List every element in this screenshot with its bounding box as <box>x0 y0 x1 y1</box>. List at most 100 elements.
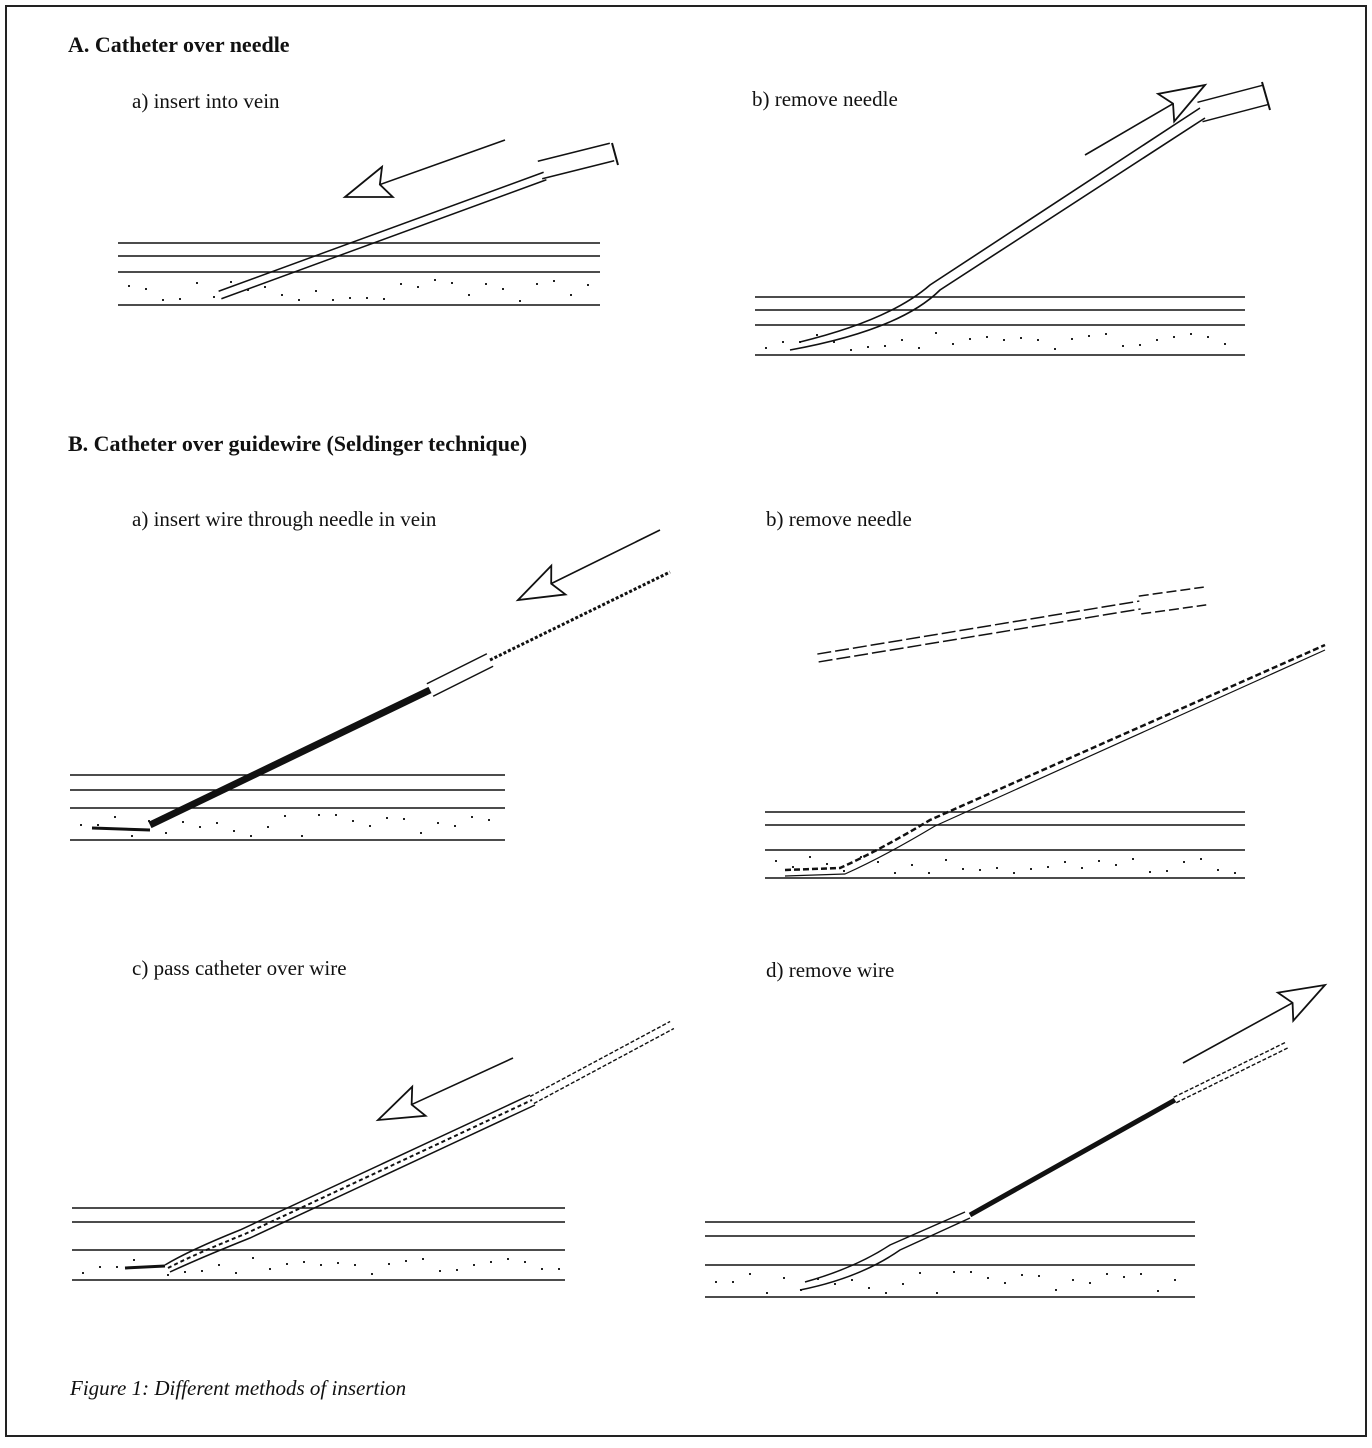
dot <box>213 296 215 298</box>
dot <box>179 298 181 300</box>
dot <box>182 821 184 823</box>
dot <box>99 1266 101 1268</box>
stroke <box>1138 586 1204 597</box>
dot <box>843 870 845 872</box>
section-title: A. Catheter over needle <box>68 32 290 57</box>
dot <box>936 1292 938 1294</box>
dot <box>301 835 303 837</box>
stroke <box>789 117 1206 351</box>
panel-label: b) remove needle <box>766 507 912 531</box>
dot <box>201 1270 203 1272</box>
panel-label: c) pass catheter over wire <box>132 956 347 980</box>
dot <box>1140 1273 1142 1275</box>
dot <box>303 1261 305 1263</box>
dot <box>354 1264 356 1266</box>
dot <box>471 816 473 818</box>
dot <box>782 341 784 343</box>
stroke <box>1202 103 1268 123</box>
dot <box>145 288 147 290</box>
dot <box>196 282 198 284</box>
dot <box>1149 871 1151 873</box>
dot <box>165 832 167 834</box>
dot <box>335 814 337 816</box>
stroke <box>1197 84 1263 104</box>
dot <box>1020 337 1022 339</box>
dot <box>952 343 954 345</box>
stroke <box>221 179 547 300</box>
dot <box>337 1262 339 1264</box>
dot <box>1105 333 1107 335</box>
dot <box>1047 866 1049 868</box>
dot <box>969 338 971 340</box>
dot <box>386 817 388 819</box>
dot <box>1089 1282 1091 1284</box>
dot <box>1098 860 1100 862</box>
panel-label: b) remove needle <box>752 87 898 111</box>
stroke <box>1084 102 1174 156</box>
dot <box>281 294 283 296</box>
dot <box>218 1264 220 1266</box>
dot <box>490 1261 492 1263</box>
dot <box>298 299 300 301</box>
dot <box>422 1258 424 1260</box>
dot <box>749 1273 751 1275</box>
dot <box>1183 861 1185 863</box>
dot <box>928 872 930 874</box>
dot <box>919 1272 921 1274</box>
stroke <box>164 1094 531 1266</box>
dot <box>131 835 133 837</box>
dot <box>826 863 828 865</box>
dot <box>587 284 589 286</box>
stroke <box>817 600 1140 655</box>
dot <box>128 285 130 287</box>
dot <box>1003 339 1005 341</box>
dot <box>284 815 286 817</box>
dot <box>1200 858 1202 860</box>
dot <box>332 299 334 301</box>
dot <box>1123 1276 1125 1278</box>
caption: Figure 1: Different methods of insertion <box>69 1376 406 1400</box>
dot <box>507 1258 509 1260</box>
dot <box>524 1261 526 1263</box>
dot <box>417 286 419 288</box>
stroke <box>489 570 671 662</box>
stroke <box>1182 1002 1293 1064</box>
dot <box>885 1292 887 1294</box>
dot <box>911 864 913 866</box>
dot <box>502 288 504 290</box>
dot <box>783 1277 785 1279</box>
dot <box>247 289 249 291</box>
dot <box>867 346 869 348</box>
dot <box>558 1268 560 1270</box>
dot <box>1156 339 1158 341</box>
dot <box>553 280 555 282</box>
dot <box>403 818 405 820</box>
dot <box>1064 861 1066 863</box>
dot <box>349 297 351 299</box>
dot <box>1139 344 1141 346</box>
dot <box>1234 872 1236 874</box>
dot <box>1081 867 1083 869</box>
dot <box>901 339 903 341</box>
dot <box>715 1281 717 1283</box>
dot <box>850 349 852 351</box>
dot <box>1122 345 1124 347</box>
stroke <box>550 529 661 585</box>
arrow-head <box>342 164 395 198</box>
dot <box>1207 336 1209 338</box>
dot <box>456 1269 458 1271</box>
dot <box>935 332 937 334</box>
stroke <box>784 649 1326 877</box>
dot <box>851 1279 853 1281</box>
dot <box>834 1283 836 1285</box>
dot <box>383 298 385 300</box>
arrow-head <box>375 1084 428 1122</box>
dot <box>1224 343 1226 345</box>
dot <box>877 861 879 863</box>
dot <box>286 1263 288 1265</box>
dot <box>1173 336 1175 338</box>
dot <box>252 1257 254 1259</box>
dot <box>1115 864 1117 866</box>
dot <box>116 1266 118 1268</box>
dot <box>250 835 252 837</box>
